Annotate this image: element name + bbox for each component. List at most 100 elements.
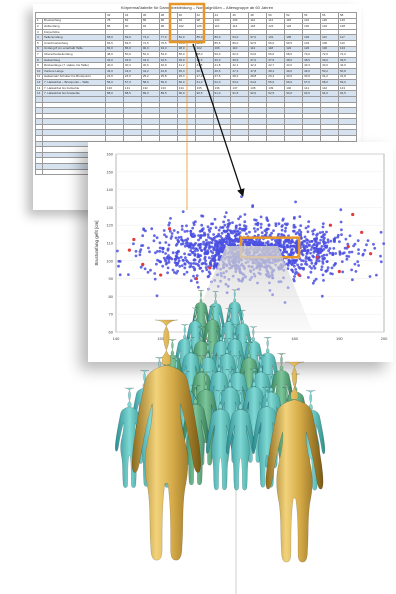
scatter-point [314,261,318,265]
scatter-point [161,264,165,268]
row-label: Rückenlänge (7. Halsw. bis Taille) [42,62,106,69]
scatter-point [212,247,216,251]
table-cell: 43,9 [337,62,358,69]
scatter-point [141,234,145,238]
scatter-point [243,224,246,228]
scatter-point [140,244,143,247]
scatter-point [310,266,313,270]
scatter-point [319,238,322,242]
scatter-point [266,240,270,244]
scatter-point [228,241,232,244]
scatter-point [199,234,203,237]
gold-avatar-right [265,361,324,563]
scatter-point [290,239,293,243]
scatter-point [284,226,288,230]
scatter-point [291,258,295,262]
scatter-point [193,253,197,256]
scatter-point [190,246,193,250]
scatter-point [176,238,180,242]
scatter-point [181,242,185,246]
scatter-point [292,279,296,283]
scatter-point [357,252,360,255]
scatter-point [217,254,221,257]
scatter-point [325,230,328,234]
scatter-point [209,227,213,230]
scatter-point [243,229,246,232]
scatter-point [219,235,223,238]
size-table: 32 34 36 38 40 42 44 46 48 50 52 54 56 58 1 Brustumfang… [35,12,358,176]
outlier-point [159,273,163,277]
scatter-point [230,239,234,243]
scatter-point [203,261,207,265]
outlier-point [168,227,172,231]
scatter-point [212,266,216,270]
outlier-point [337,269,341,274]
scatter-point [213,259,217,262]
scatter-point [316,247,320,251]
table-row: 10 Vordere Länge 43,0 43,6 44,2 44,8 45,4 46,0 4… [35,67,358,75]
scatter-point [329,239,333,243]
scatter-point [265,218,269,221]
scatter-point [210,257,214,261]
scatter-point [214,248,218,252]
scatter-point [208,245,212,248]
scatter-point [167,243,171,247]
scatter-point [300,266,303,270]
scatter-point [213,256,216,260]
scatter-point [150,227,154,231]
scatter-point [226,228,230,232]
scatter-point [344,237,348,241]
scatter-point [226,225,229,229]
scatter-point [237,239,241,243]
scatter-point [155,236,159,240]
scatter-point [192,246,195,250]
scatter-point [304,262,307,266]
scatter-point [155,294,159,298]
scatter-point [243,220,247,224]
scatter-point [139,265,143,269]
scatter-point [195,281,199,284]
scatter-point [294,268,298,271]
scatter-point [143,267,147,271]
x-tick-label: 190 [336,336,343,341]
scatter-point [142,228,146,232]
outlier-point [328,223,332,227]
table-cell: 130 [337,17,358,25]
scatter-point [248,230,251,234]
scatter-point [117,264,120,268]
scatter-point [328,251,332,255]
scatter-point [256,222,259,225]
table-row: 6 Umfang 8 cm unterhalb Taille 82,0 86,0 90,… [35,45,358,53]
scatter-point [167,254,170,257]
scatter-point [241,228,244,232]
scatter-point [184,238,187,242]
y-tick-label: 110 [107,241,114,246]
scatter-point [333,238,336,242]
scatter-point [174,243,178,247]
table-row [35,95,358,103]
scatter-point [220,238,224,242]
scatter-point [300,259,303,262]
scatter-point [217,228,221,232]
row-label: 7. Halswirbel – Brustpunkt – Taille [42,79,106,86]
scatter-point [158,241,162,245]
scatter-point [313,249,317,253]
x-tick-label: 180 [291,336,298,341]
scatter-point [138,250,142,254]
scatter-point [221,226,224,229]
scatter-point [321,225,325,229]
scatter-point [326,266,330,270]
scatter-point [155,262,158,266]
scatter-point [330,266,334,270]
scatter-point [179,255,183,259]
y-tick-label: 140 [106,187,113,192]
scatter-point [285,244,288,248]
size-header-cell: 58 [337,12,358,19]
scatter-point [188,244,191,248]
scatter-point [268,233,272,237]
scatter-point [309,251,312,255]
scatter-point [208,230,212,233]
scatter-point [320,268,323,271]
scatter-point [189,232,193,235]
scatter-point [291,248,294,251]
